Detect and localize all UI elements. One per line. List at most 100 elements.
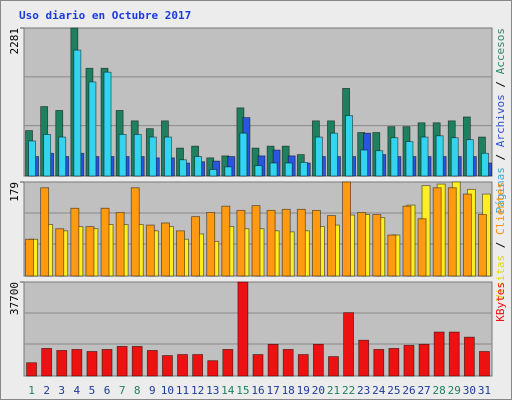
bar — [267, 343, 279, 377]
bar — [194, 156, 203, 177]
bar — [164, 136, 172, 177]
bar — [281, 208, 291, 277]
bar — [176, 230, 185, 277]
bar — [251, 205, 261, 277]
legend-entry: Visitas — [494, 255, 507, 301]
bar — [417, 218, 427, 277]
bar — [192, 354, 204, 377]
bar — [145, 224, 155, 277]
bar — [465, 139, 474, 177]
bar — [70, 207, 80, 277]
bar — [266, 209, 276, 277]
legend: Páginas / Archivos / Accesos — [494, 28, 507, 213]
bar — [357, 212, 367, 277]
bar — [299, 161, 308, 177]
bar — [206, 212, 216, 277]
bar — [358, 339, 370, 377]
legend-entry: Accesos — [494, 28, 507, 74]
bar — [100, 207, 110, 277]
bar — [478, 214, 487, 277]
bar — [191, 216, 201, 277]
bar — [327, 215, 336, 277]
bar — [73, 49, 82, 177]
bar — [161, 222, 170, 277]
chart-title: Uso diario en Octubre 2017 — [19, 9, 191, 22]
bar — [25, 238, 34, 277]
x-tick-label: 17 — [266, 384, 279, 397]
x-tick-label: 13 — [206, 384, 219, 397]
x-tick-label: 3 — [58, 384, 65, 397]
x-tick-label: 21 — [327, 384, 340, 397]
bar — [314, 136, 323, 177]
legend-separator: / — [494, 235, 507, 255]
bar — [222, 349, 234, 377]
x-tick-label: 19 — [297, 384, 310, 397]
x-tick-label: 23 — [357, 384, 370, 397]
bar — [418, 343, 430, 377]
legend: KBytes — [494, 282, 507, 322]
x-tick-label: 2 — [43, 384, 50, 397]
bar — [239, 132, 248, 177]
x-tick-label: 28 — [433, 384, 446, 397]
bar — [388, 347, 400, 377]
x-tick-label: 26 — [402, 384, 415, 397]
bar — [297, 354, 309, 377]
x-tick-label: 30 — [463, 384, 476, 397]
bar — [28, 140, 36, 177]
bar — [479, 351, 490, 377]
x-tick-label: 10 — [161, 384, 174, 397]
x-tick-label: 15 — [236, 384, 249, 397]
bar — [481, 152, 489, 177]
bar — [254, 165, 263, 177]
x-tick-label: 12 — [191, 384, 204, 397]
bar — [162, 355, 173, 377]
bar — [372, 214, 382, 277]
bar — [284, 162, 293, 177]
legend-separator: / — [494, 74, 507, 94]
legend-entry: KBytes — [494, 282, 507, 322]
x-tick-label: 7 — [119, 384, 126, 397]
bar — [296, 208, 306, 277]
bar — [43, 134, 52, 177]
bar — [26, 362, 37, 377]
bar — [312, 343, 324, 377]
bar — [118, 134, 127, 177]
y-tick-label: 2281 — [8, 28, 21, 55]
bar — [450, 137, 459, 177]
x-tick-label: 29 — [448, 384, 461, 397]
bar — [403, 344, 415, 377]
bar — [387, 234, 397, 277]
x-tick-label: 27 — [417, 384, 430, 397]
bar — [58, 136, 67, 177]
bar — [236, 209, 246, 277]
bar — [420, 136, 429, 177]
bar — [207, 360, 219, 377]
bar — [432, 187, 442, 277]
x-tick-label: 14 — [221, 384, 235, 397]
bar — [360, 149, 369, 177]
bar — [402, 205, 412, 277]
bar — [311, 209, 321, 277]
bar — [103, 71, 112, 177]
x-tick-label: 24 — [372, 384, 386, 397]
bar — [55, 228, 65, 277]
x-tick-label: 16 — [251, 384, 264, 397]
bar — [85, 226, 95, 277]
x-tick-label: 22 — [342, 384, 355, 397]
x-tick-label: 25 — [387, 384, 400, 397]
bar — [146, 350, 158, 377]
bar — [373, 349, 385, 377]
bar — [130, 187, 140, 277]
bar — [131, 345, 143, 377]
bar — [133, 134, 142, 177]
bar — [269, 162, 278, 177]
x-tick-label: 5 — [89, 384, 96, 397]
bar — [224, 166, 233, 177]
bar — [252, 354, 264, 377]
bar — [342, 181, 351, 277]
bar — [390, 137, 399, 177]
bar — [115, 212, 125, 277]
bar — [179, 159, 187, 177]
bar — [177, 354, 188, 377]
